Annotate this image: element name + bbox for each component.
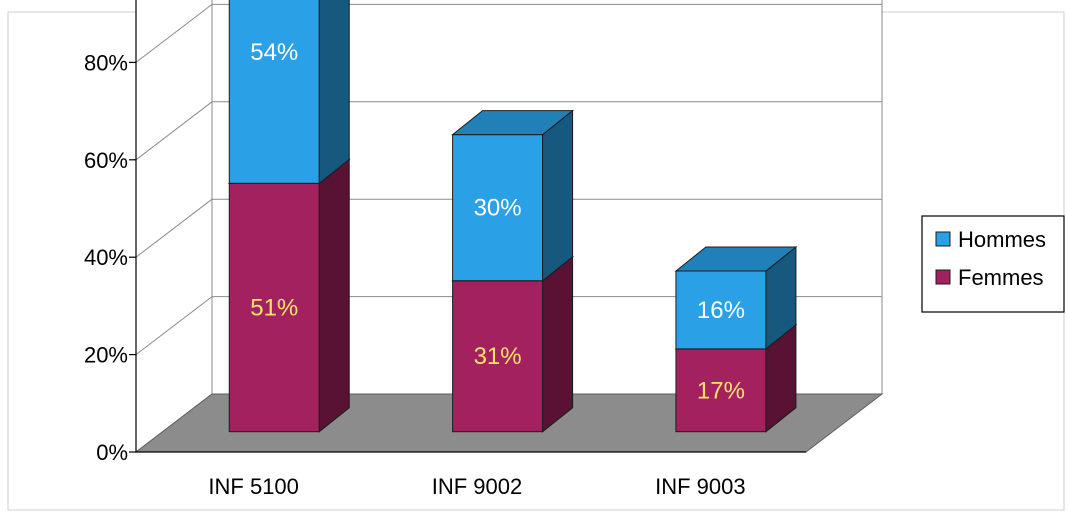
y-tick-label: 60% — [84, 148, 128, 173]
legend-label-femmes: Femmes — [958, 265, 1044, 290]
x-category-label: INF 5100 — [208, 474, 299, 499]
bar-femmes-side — [318, 158, 350, 433]
bar-hommes-side — [318, 0, 350, 185]
bar-hommes-front — [228, 0, 320, 184]
bar-femmes-side — [542, 255, 574, 433]
data-label: 30% — [474, 195, 522, 222]
bar-femmes-front — [228, 182, 320, 433]
data-label: 31% — [474, 343, 522, 370]
side-wall — [135, 0, 213, 454]
data-label: 54% — [250, 39, 298, 66]
y-tick-label: 0% — [96, 440, 128, 465]
data-label: 51% — [250, 295, 298, 322]
x-category-label: INF 9002 — [432, 474, 523, 499]
legend-label-hommes: Hommes — [958, 227, 1046, 252]
y-tick-label: 80% — [84, 50, 128, 75]
bar-hommes-front — [675, 270, 767, 350]
gridline-side — [135, 296, 213, 355]
bar-hommes-top — [674, 246, 798, 272]
bar-hommes-side — [542, 109, 574, 282]
bars-group: 51% 54% 31% 30% 17% 16% — [227, 0, 798, 433]
data-label: 17% — [697, 377, 745, 404]
y-tick-label: 20% — [84, 343, 128, 368]
legend: Hommes Femmes — [921, 215, 1065, 313]
bar-femmes-front — [452, 280, 544, 433]
data-label: 16% — [697, 297, 745, 324]
bar-hommes-top — [451, 110, 575, 136]
gridline-side — [135, 4, 213, 63]
gridline-side — [135, 198, 213, 258]
x-category-label: INF 9003 — [655, 474, 746, 499]
bar-hommes-front — [452, 134, 544, 282]
bar-femmes-front — [675, 348, 767, 433]
legend-swatch-hommes — [935, 231, 951, 247]
gridline-side — [135, 101, 213, 161]
legend-swatch-femmes — [935, 269, 951, 285]
y-tick-label: 40% — [84, 245, 128, 270]
